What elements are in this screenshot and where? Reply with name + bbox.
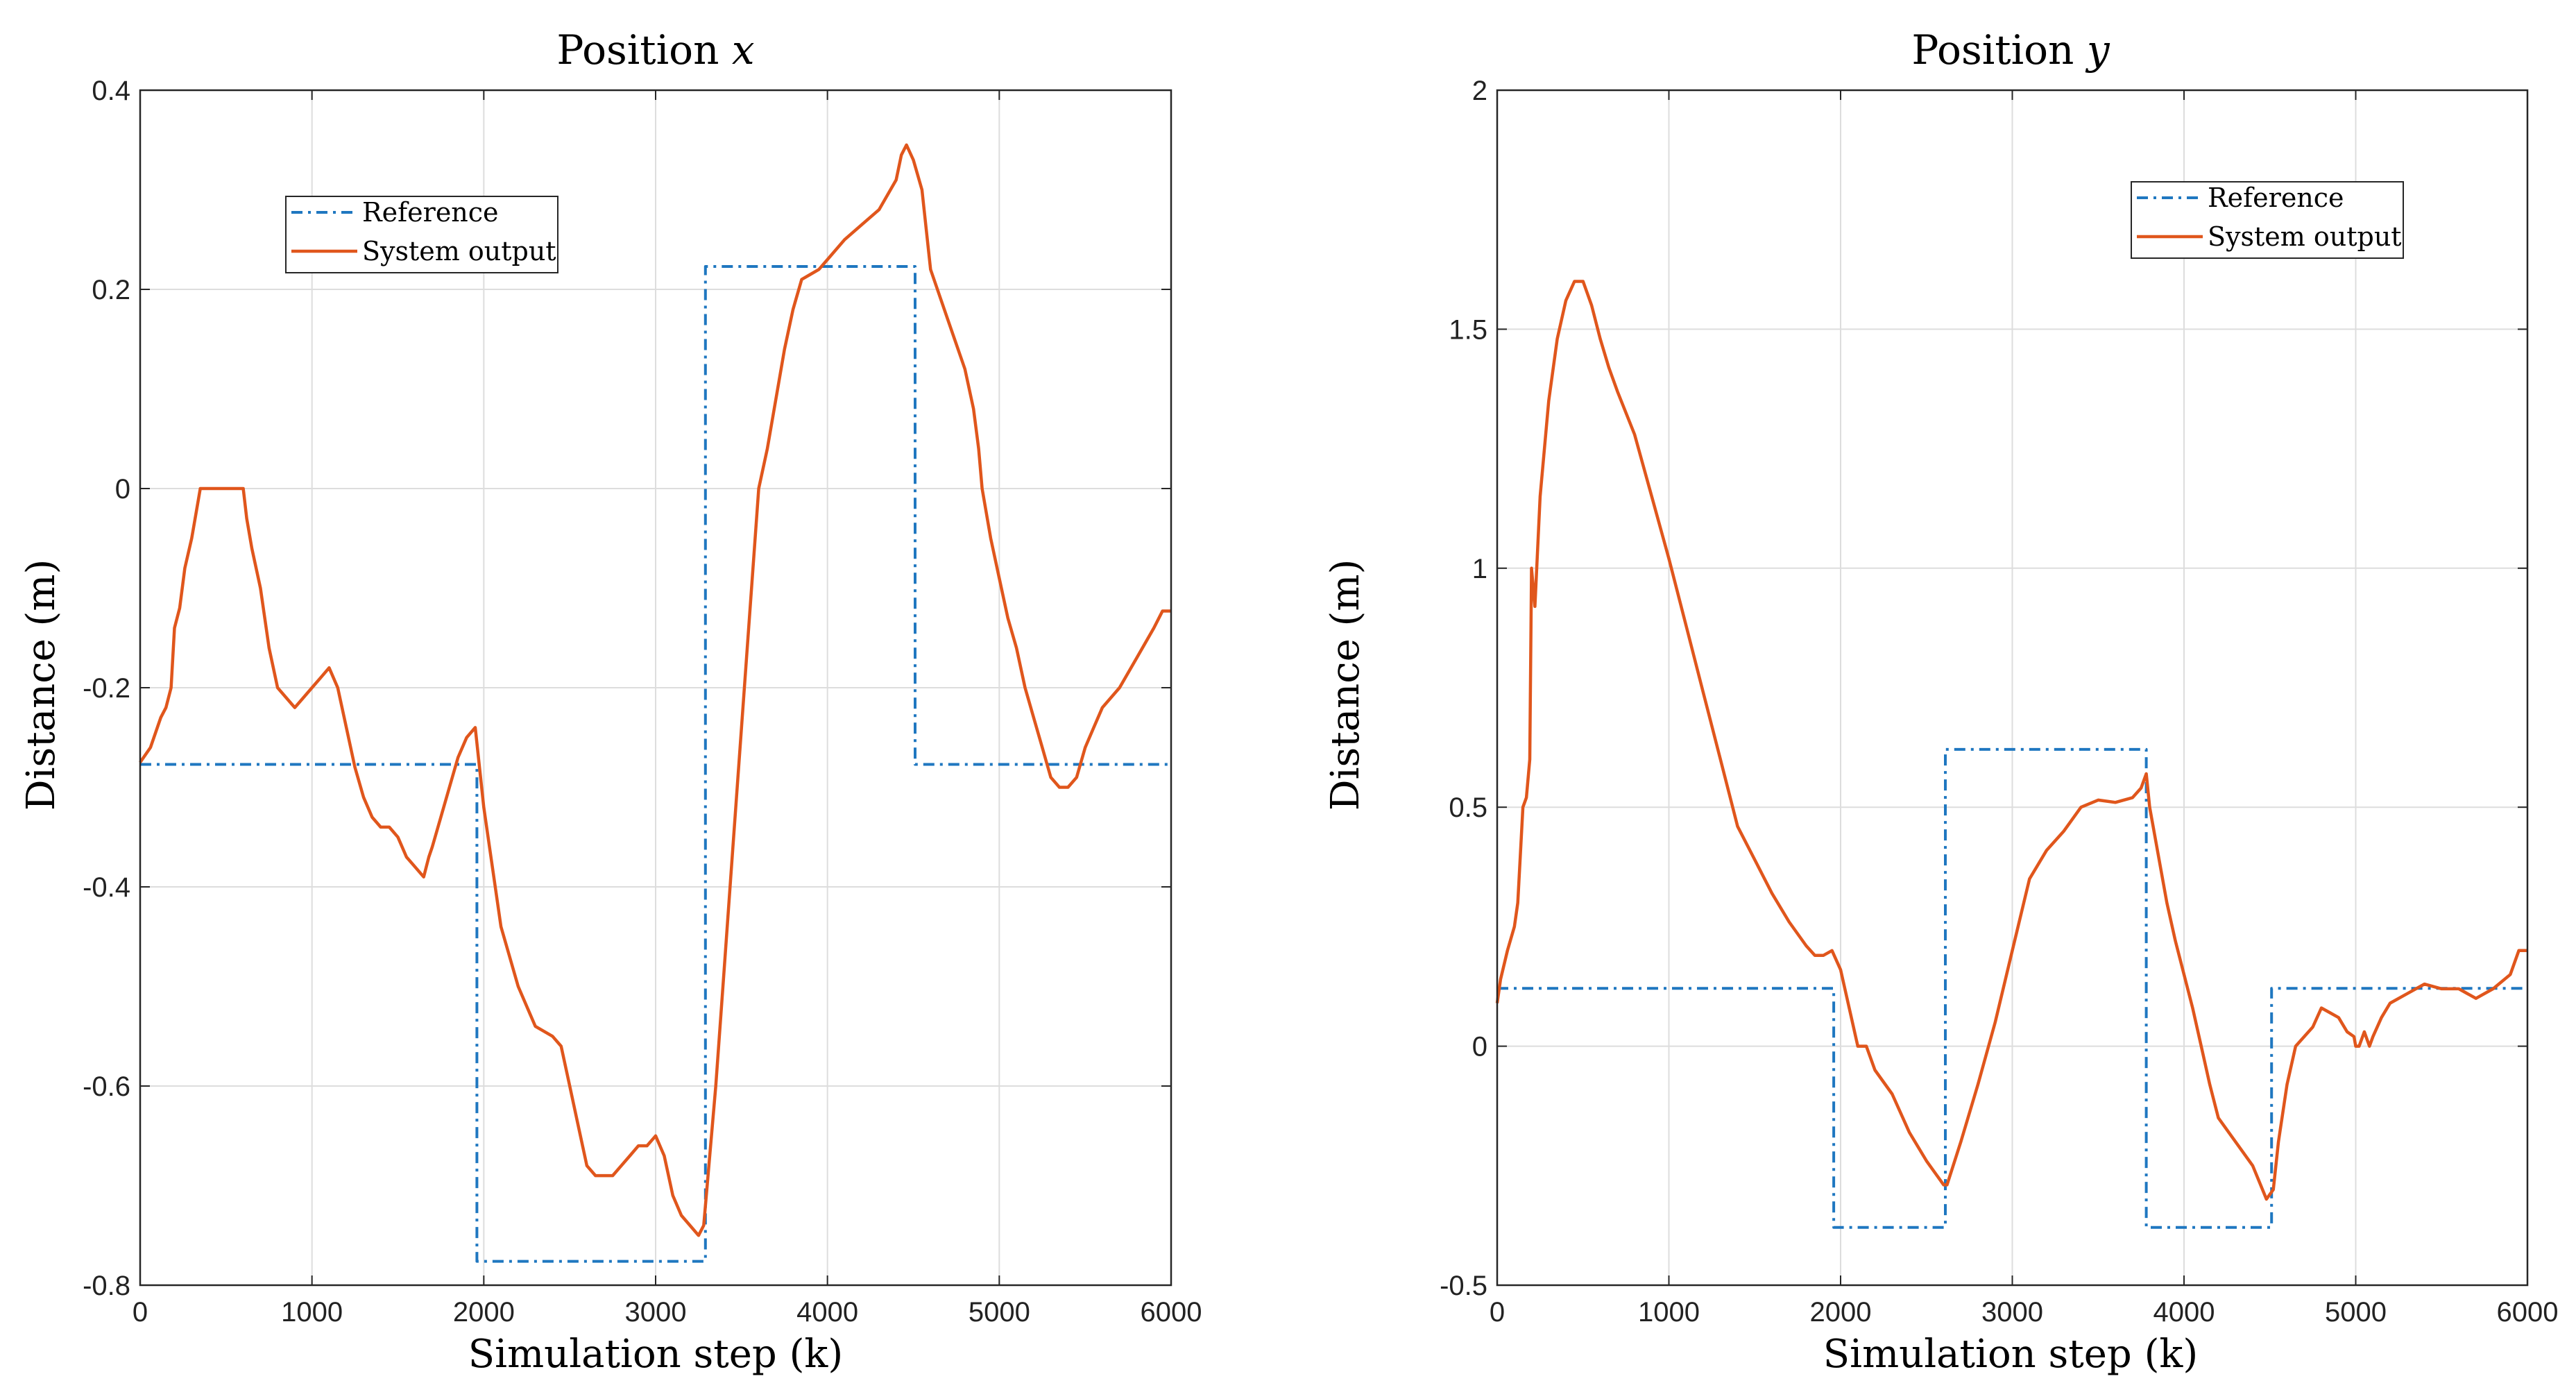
series xyxy=(139,143,1171,1263)
x-tick-label: 0 xyxy=(133,1297,148,1328)
legend-label-system-output: System output xyxy=(362,236,556,266)
ticks: 0 1000 2000 3000 4000 5000 6000-0.500.511.52 xyxy=(1440,76,2558,1328)
x-tick-label: 4000 xyxy=(2153,1297,2215,1328)
y-tick-label: -0.6 xyxy=(83,1071,130,1102)
y-tick-label: 0 xyxy=(115,474,130,505)
legend-box xyxy=(285,196,558,273)
legend-box xyxy=(2131,181,2404,259)
series-system-output-line xyxy=(1495,280,2527,1201)
legend: Reference System output xyxy=(2131,181,2404,259)
x-tick-label: 5000 xyxy=(2325,1297,2387,1328)
x-tick-label: 2000 xyxy=(453,1297,515,1328)
x-axis-label: Simulation step (k) xyxy=(1823,1332,2198,1377)
series-reference-line xyxy=(140,265,1171,1263)
chart-title-variable: x xyxy=(732,26,755,74)
chart-title: Position x xyxy=(556,26,754,74)
y-tick-label: -0.8 xyxy=(83,1271,130,1301)
y-axis-label: Distance (m) xyxy=(19,559,64,811)
chart-title: Position y xyxy=(1911,26,2110,74)
x-tick-label: 6000 xyxy=(1141,1297,1202,1328)
chart-position-x: Position x 0 1000 2000 3000 4000 5000 6000 -0.8… xyxy=(19,26,1202,1377)
y-tick-label: -0.2 xyxy=(83,673,130,704)
y-tick-label: -0.4 xyxy=(83,872,130,903)
y-tick-label: 0 xyxy=(1472,1032,1487,1062)
y-tick-label: 0.2 xyxy=(92,275,130,305)
ticks: 0 1000 2000 3000 4000 5000 6000 -0.8 -0.6 -0.4 -0.… xyxy=(83,76,1202,1328)
x-tick-label: 6000 xyxy=(2497,1297,2559,1328)
x-tick-label: 5000 xyxy=(969,1297,1030,1328)
x-tick-label: 2000 xyxy=(1810,1297,1872,1328)
x-tick-label: 4000 xyxy=(796,1297,858,1328)
y-tick-label: 2 xyxy=(1472,76,1487,106)
y-tick-label: 0.5 xyxy=(1449,792,1487,823)
chart-position-y: Position y 0 1000 2000 3000 4000 5000 6000 -0.5… xyxy=(1323,26,2558,1377)
x-tick-label: 0 xyxy=(1490,1297,1505,1328)
x-tick-label: 1000 xyxy=(1638,1297,1700,1328)
x-tick-label: 3000 xyxy=(1981,1297,2043,1328)
y-tick-label: -0.5 xyxy=(1440,1271,1487,1301)
series xyxy=(1495,280,2527,1229)
y-axis-label: Distance (m) xyxy=(1323,559,1368,811)
y-tick-label: 1.5 xyxy=(1449,314,1487,345)
x-tick-label: 3000 xyxy=(625,1297,687,1328)
x-axis-label: Simulation step (k) xyxy=(468,1332,843,1377)
legend-label-reference: Reference xyxy=(362,197,499,228)
series-system-output-line xyxy=(139,143,1171,1237)
legend: Reference System output xyxy=(285,196,558,273)
legend-label-reference: Reference xyxy=(2208,183,2344,213)
x-tick-label: 1000 xyxy=(281,1297,343,1328)
grid xyxy=(140,90,1171,1285)
series-reference-line xyxy=(1497,747,2527,1229)
y-tick-label: 0.4 xyxy=(92,76,130,106)
chart-title-variable: y xyxy=(2085,26,2110,74)
legend-label-system-output: System output xyxy=(2208,221,2402,252)
y-tick-label: 1 xyxy=(1472,554,1487,584)
